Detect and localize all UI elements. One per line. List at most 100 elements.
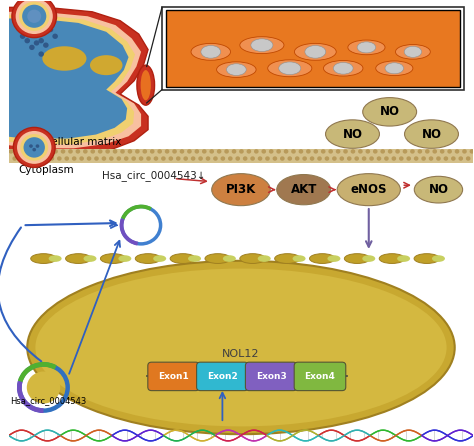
Circle shape: [29, 45, 35, 50]
FancyBboxPatch shape: [162, 8, 464, 90]
Ellipse shape: [274, 254, 300, 264]
Ellipse shape: [217, 62, 256, 78]
Circle shape: [16, 0, 53, 34]
Circle shape: [310, 156, 314, 161]
Ellipse shape: [404, 46, 421, 58]
Ellipse shape: [362, 255, 375, 262]
Circle shape: [365, 149, 370, 153]
Circle shape: [72, 156, 76, 161]
Circle shape: [124, 156, 128, 161]
Ellipse shape: [141, 70, 151, 100]
Ellipse shape: [137, 65, 155, 105]
Ellipse shape: [223, 255, 236, 262]
Circle shape: [94, 156, 99, 161]
Circle shape: [384, 156, 389, 161]
Circle shape: [313, 149, 318, 153]
Circle shape: [432, 149, 437, 153]
FancyBboxPatch shape: [166, 10, 460, 87]
Circle shape: [27, 156, 32, 161]
Ellipse shape: [305, 45, 326, 58]
Circle shape: [101, 156, 106, 161]
Text: PI3K: PI3K: [226, 183, 256, 196]
Text: Extracellular matrix: Extracellular matrix: [18, 137, 121, 147]
Circle shape: [328, 149, 333, 153]
Circle shape: [287, 156, 292, 161]
Circle shape: [343, 149, 348, 153]
Circle shape: [228, 156, 233, 161]
Circle shape: [246, 149, 251, 153]
Circle shape: [399, 156, 403, 161]
Circle shape: [392, 156, 396, 161]
Circle shape: [250, 156, 255, 161]
Circle shape: [236, 156, 240, 161]
Circle shape: [20, 156, 25, 161]
Circle shape: [187, 149, 192, 153]
Text: Exon1: Exon1: [158, 372, 189, 381]
Text: NO: NO: [343, 128, 363, 140]
Circle shape: [403, 149, 407, 153]
Circle shape: [280, 156, 285, 161]
Ellipse shape: [100, 254, 126, 264]
Circle shape: [302, 156, 307, 161]
Circle shape: [418, 149, 422, 153]
Circle shape: [146, 156, 151, 161]
Circle shape: [447, 149, 452, 153]
Circle shape: [299, 149, 303, 153]
Circle shape: [180, 149, 184, 153]
Circle shape: [436, 156, 441, 161]
Ellipse shape: [135, 254, 161, 264]
Circle shape: [362, 156, 366, 161]
Circle shape: [224, 149, 229, 153]
Ellipse shape: [90, 55, 122, 75]
Circle shape: [25, 38, 30, 43]
Circle shape: [269, 149, 273, 153]
Circle shape: [210, 149, 214, 153]
Circle shape: [128, 213, 154, 238]
Ellipse shape: [188, 255, 201, 262]
Circle shape: [150, 149, 155, 153]
Circle shape: [414, 156, 419, 161]
Circle shape: [20, 33, 26, 39]
Circle shape: [52, 33, 58, 39]
Ellipse shape: [345, 254, 370, 264]
Ellipse shape: [83, 255, 97, 262]
Circle shape: [117, 156, 121, 161]
Circle shape: [24, 149, 28, 153]
Ellipse shape: [240, 37, 284, 54]
Ellipse shape: [27, 261, 455, 434]
Circle shape: [27, 372, 60, 404]
Circle shape: [317, 156, 322, 161]
FancyBboxPatch shape: [148, 362, 200, 391]
Ellipse shape: [292, 255, 306, 262]
Ellipse shape: [201, 45, 221, 58]
Circle shape: [198, 156, 203, 161]
Ellipse shape: [310, 254, 335, 264]
Ellipse shape: [227, 64, 246, 75]
Ellipse shape: [432, 255, 445, 262]
Circle shape: [16, 149, 21, 153]
Circle shape: [29, 145, 33, 148]
Polygon shape: [9, 12, 141, 149]
Circle shape: [9, 149, 13, 153]
Text: Hsa_circ_0004543: Hsa_circ_0004543: [10, 396, 86, 405]
Ellipse shape: [268, 60, 312, 77]
Circle shape: [43, 42, 49, 48]
Ellipse shape: [170, 254, 196, 264]
Ellipse shape: [414, 176, 463, 203]
Circle shape: [17, 131, 51, 164]
Bar: [9, 149, 474, 156]
Circle shape: [470, 149, 474, 153]
Circle shape: [35, 156, 39, 161]
Circle shape: [143, 149, 147, 153]
Ellipse shape: [279, 62, 301, 74]
Circle shape: [284, 149, 288, 153]
Circle shape: [12, 156, 17, 161]
Circle shape: [421, 156, 426, 161]
Circle shape: [440, 149, 445, 153]
Circle shape: [291, 149, 296, 153]
Circle shape: [75, 149, 80, 153]
Ellipse shape: [258, 255, 271, 262]
Ellipse shape: [42, 46, 86, 71]
FancyBboxPatch shape: [246, 362, 297, 391]
Ellipse shape: [333, 62, 353, 74]
